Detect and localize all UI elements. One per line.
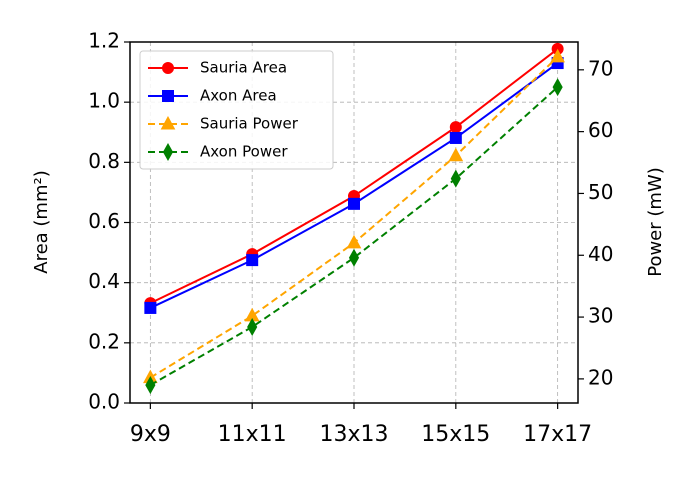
x-tick-label: 15x15 [421, 422, 490, 447]
marker [162, 62, 174, 74]
legend-label: Axon Power [200, 143, 288, 161]
y2-tick-label: 20 [588, 365, 613, 389]
y-axis-label: Area (mm²) [31, 170, 52, 273]
x-tick-label: 9x9 [130, 422, 171, 447]
y2-tick-label: 60 [588, 118, 613, 142]
y-tick-label: 1.0 [88, 89, 120, 113]
plot-frame [129, 41, 579, 404]
y-tick-label: 0.4 [88, 269, 120, 293]
y2-tick-label: 30 [588, 304, 613, 328]
x-tick-label: 17x17 [523, 422, 592, 447]
marker [550, 48, 565, 63]
y2-tick-label: 40 [588, 242, 613, 266]
legend-box [139, 50, 334, 170]
marker [162, 142, 174, 162]
y2-tick-label: 70 [588, 56, 613, 80]
marker [144, 301, 157, 314]
y2-tick-label: 50 [588, 180, 613, 204]
marker [449, 121, 462, 134]
marker [162, 90, 174, 102]
marker [552, 78, 563, 97]
y-tick-label: 0.6 [88, 209, 120, 233]
series-line [149, 86, 559, 386]
x-tick-label: 11x11 [218, 422, 287, 447]
legend-label: Axon Area [200, 87, 277, 105]
marker [247, 317, 258, 336]
marker [246, 254, 259, 267]
x-tick-label: 13x13 [319, 422, 388, 447]
marker [348, 248, 360, 267]
y-tick-label: 0.2 [88, 329, 120, 353]
y-tick-label: 1.2 [88, 29, 120, 53]
marker [145, 376, 156, 395]
y-tick-label: 0.0 [88, 390, 120, 414]
marker [448, 147, 464, 162]
y-tick-label: 0.8 [88, 149, 120, 173]
marker [348, 197, 360, 210]
legend-label: Sauria Area [200, 59, 287, 77]
y2-axis-label: Power (mW) [645, 167, 666, 277]
marker [346, 234, 362, 249]
marker [450, 169, 461, 188]
marker [160, 115, 176, 130]
legend-label: Sauria Power [200, 115, 299, 133]
marker [449, 131, 462, 144]
